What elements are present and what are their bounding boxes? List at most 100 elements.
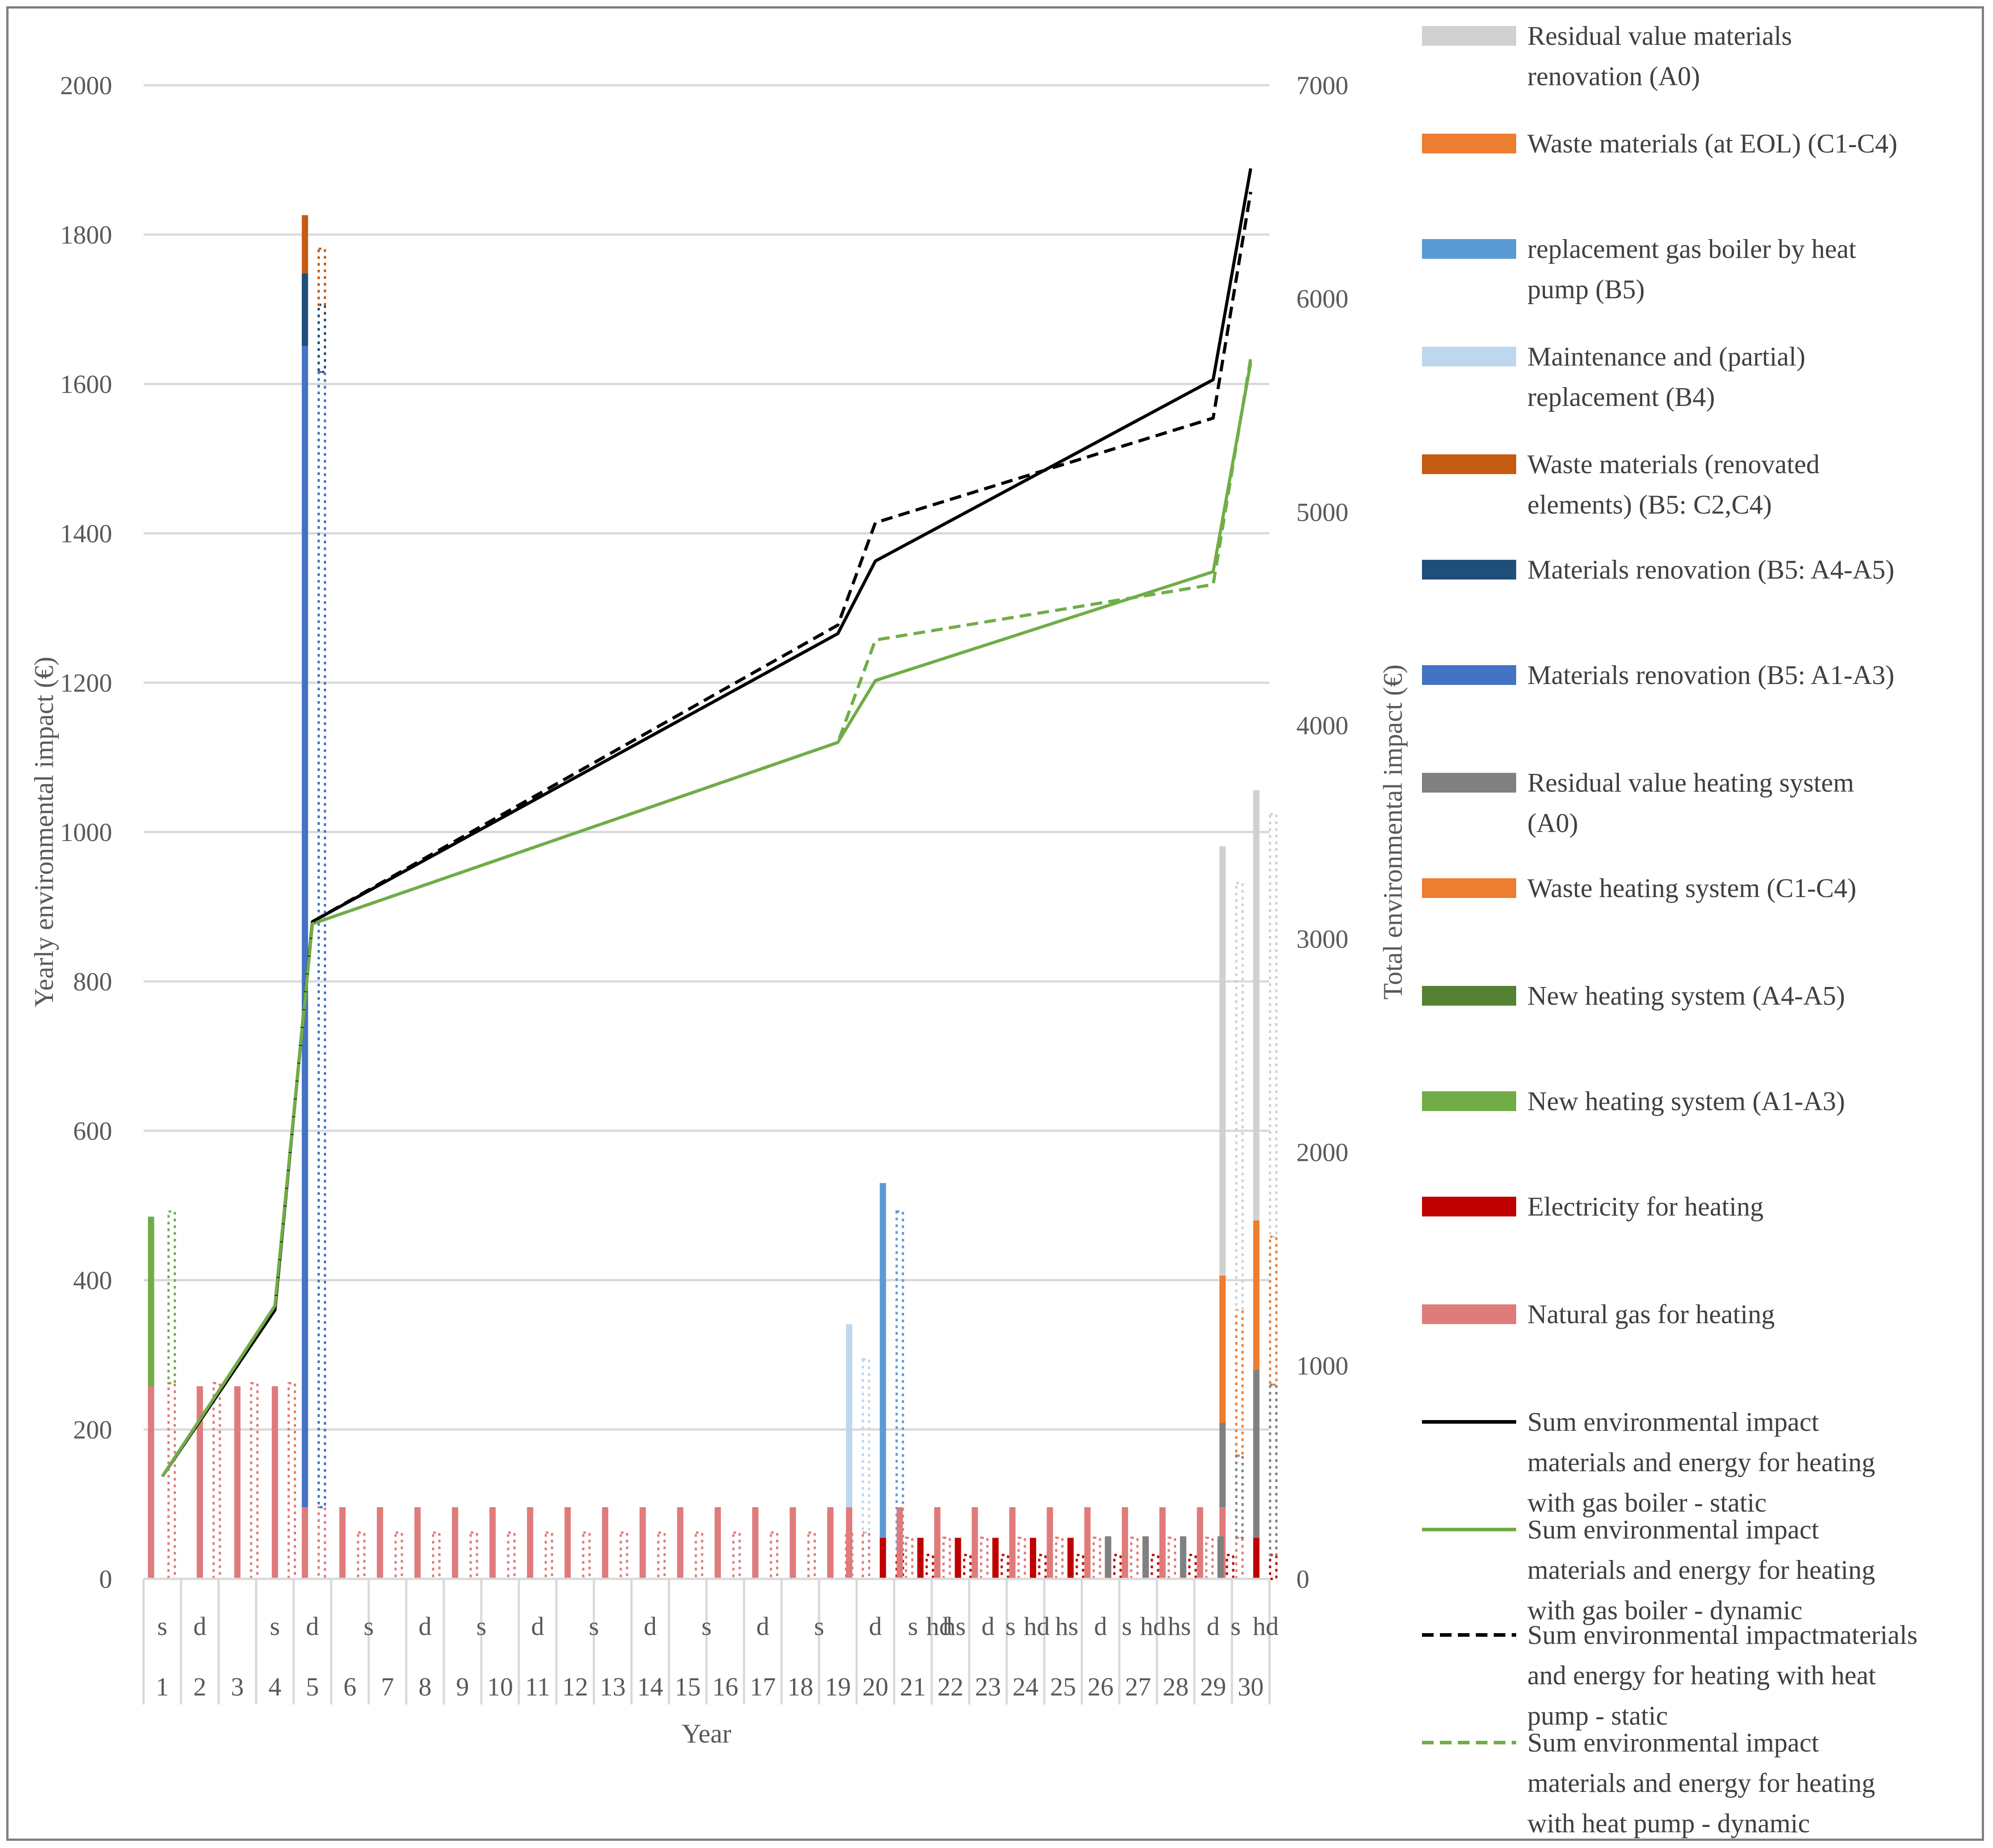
bar-segment-dynamic <box>1113 1554 1122 1580</box>
legend-label: Maintenance and (partial) replacement (B4… <box>1527 342 1805 412</box>
legend-label-line: Sum environmental impact <box>1527 1407 1819 1437</box>
y-right-tick-label: 3000 <box>1296 924 1348 954</box>
y-right-tick-label: 0 <box>1296 1565 1309 1594</box>
bar-segment-dynamic <box>1092 1536 1101 1580</box>
bar-segment-static <box>1253 1220 1260 1370</box>
bar-segment-static <box>1029 1538 1036 1579</box>
y-left-tick-label: 1800 <box>60 220 112 249</box>
bar-segment-static <box>1105 1536 1112 1579</box>
bar-segment-static <box>527 1507 533 1579</box>
year-label: 24 <box>1012 1672 1038 1701</box>
scenario-label: d <box>193 1612 206 1641</box>
legend-swatch <box>1422 878 1516 898</box>
bar-segment-static <box>1219 1423 1226 1508</box>
legend-label-line: with gas boiler - static <box>1527 1488 1766 1517</box>
scenario-label: d <box>756 1612 769 1641</box>
bar-segment-dynamic <box>1000 1554 1009 1580</box>
year-label: 16 <box>712 1672 738 1701</box>
y-left-tick-label: 1000 <box>60 818 112 847</box>
bar-segment-dynamic <box>317 248 326 306</box>
bar-segment-dynamic <box>545 1531 554 1580</box>
bar-segment-dynamic <box>770 1531 779 1580</box>
bar-segment-static <box>414 1507 421 1579</box>
y-right-tick-label: 5000 <box>1296 497 1348 527</box>
bar-segment-dynamic <box>862 1531 871 1580</box>
bar-segment-dynamic <box>167 1382 176 1580</box>
y-right-tick-label: 2000 <box>1296 1138 1348 1167</box>
bar-segment-dynamic <box>1235 881 1244 1312</box>
bar-segment-dynamic <box>507 1531 516 1580</box>
scenario-label: d <box>869 1612 882 1641</box>
legend-label-line: Materials renovation (B5: A4-A5) <box>1527 555 1894 584</box>
scenario-label: hs <box>1055 1612 1078 1641</box>
bar-segment-static <box>880 1538 886 1579</box>
legend-label-line: and energy for heating with heat <box>1527 1661 1876 1690</box>
bar-segment-dynamic <box>732 1531 741 1580</box>
x-axis-title: Year <box>682 1719 732 1748</box>
scenario-label: s <box>1005 1612 1016 1641</box>
bar-segment-dynamic <box>1167 1536 1176 1580</box>
legend-label-line: (A0) <box>1527 808 1578 838</box>
legend-label: Residual value materials renovation (A0) <box>1527 21 1792 91</box>
y-left-tick-label: 800 <box>73 967 112 996</box>
legend-label-line: Materials renovation (B5: A1-A3) <box>1527 660 1894 690</box>
bar-segment-static <box>880 1183 886 1538</box>
bar-segment-static <box>196 1386 203 1579</box>
bar-segment-dynamic <box>895 1210 904 1554</box>
y-right-tick-label: 7000 <box>1296 71 1348 100</box>
year-label: 26 <box>1088 1672 1114 1701</box>
bar-segment-static <box>564 1507 571 1579</box>
legend-label-line: Sum environmental impact <box>1527 1515 1819 1544</box>
bar-segment-dynamic <box>657 1531 666 1580</box>
y-left-tick-label: 2000 <box>60 71 112 100</box>
year-label: 5 <box>306 1672 319 1701</box>
legend-swatch <box>1422 347 1516 366</box>
bar-segment-dynamic <box>1225 1554 1234 1580</box>
y-left-tick-label: 200 <box>73 1415 112 1444</box>
scenario-label: hs <box>942 1612 966 1641</box>
year-label: 1 <box>156 1672 169 1701</box>
bar-segment-static <box>715 1507 721 1579</box>
y-left-tick-label: 1200 <box>60 668 112 697</box>
legend-swatch <box>1422 773 1516 793</box>
bar-segment-static <box>1047 1507 1053 1579</box>
bar-segment-dynamic <box>317 370 326 1508</box>
legend-label: Sum environmental impact materials and en… <box>1527 1515 1875 1625</box>
legend-swatch <box>1422 1197 1516 1216</box>
year-label: 27 <box>1125 1672 1151 1701</box>
bar-segment-dynamic <box>1055 1536 1064 1580</box>
bar-segment-static <box>827 1507 834 1579</box>
bar-segment-static <box>148 1216 154 1386</box>
bar-segment-dynamic <box>905 1536 914 1580</box>
legend-swatch <box>1422 665 1516 685</box>
legend-label-line: renovation (A0) <box>1527 61 1700 91</box>
bar-segment-dynamic <box>432 1531 441 1580</box>
bar-segment-dynamic <box>1130 1536 1139 1580</box>
scenario-label: s <box>814 1612 824 1641</box>
y-right-tick-label: 6000 <box>1296 284 1348 314</box>
bar-segment-static <box>1084 1507 1091 1579</box>
legend-swatch <box>1422 986 1516 1006</box>
year-label: 2 <box>193 1672 206 1701</box>
bar-segment-dynamic <box>469 1531 478 1580</box>
legend-swatch <box>1422 1091 1516 1111</box>
bar-segment-static <box>301 273 308 346</box>
bar-segment-static <box>992 1538 999 1579</box>
bar-segment-static <box>1142 1536 1149 1579</box>
year-label: 17 <box>750 1672 776 1701</box>
year-label: 11 <box>525 1672 550 1701</box>
bar-segment-dynamic <box>1269 1383 1278 1556</box>
legend-label: Electricity for heating <box>1527 1192 1763 1221</box>
bar-segment-static <box>602 1507 609 1579</box>
legend-label-line: pump (B5) <box>1527 275 1645 304</box>
scenario-label: s <box>1230 1612 1241 1641</box>
bar-segment-static <box>955 1538 961 1579</box>
year-label: 6 <box>344 1672 357 1701</box>
bar-segment-static <box>917 1538 924 1579</box>
year-label: 20 <box>863 1672 889 1701</box>
y-left-tick-label: 1400 <box>60 519 112 548</box>
bar-segment-static <box>846 1507 852 1579</box>
scenario-label: d <box>644 1612 657 1641</box>
bar-segment-dynamic <box>212 1382 221 1580</box>
bar-segment-static <box>271 1386 278 1579</box>
